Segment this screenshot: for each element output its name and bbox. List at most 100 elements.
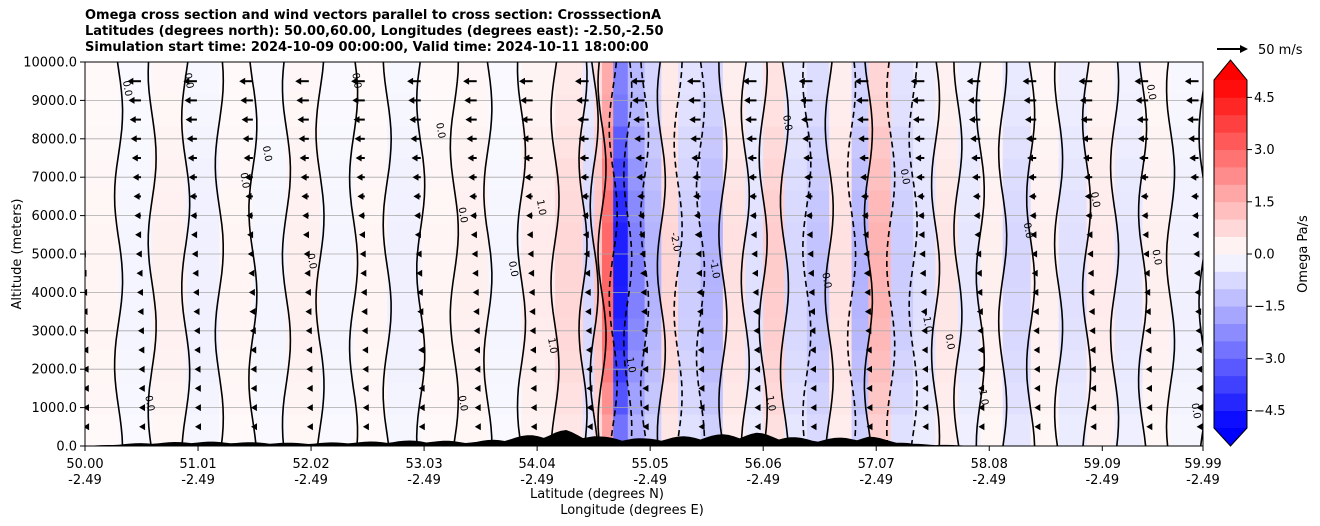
wind-vector-head [472, 288, 479, 296]
wind-vector-head [418, 423, 425, 431]
wind-vector-head [133, 192, 140, 200]
omega-band-cell [320, 94, 355, 127]
omega-band-cell [829, 382, 853, 415]
omega-band-cell [602, 158, 614, 191]
omega-band-cell [890, 318, 914, 351]
wind-vector-head [249, 308, 256, 316]
wind-vector-head [1022, 77, 1029, 85]
omega-band-cell [1030, 126, 1060, 159]
wind-vector-head [810, 384, 817, 392]
omega-contour-line [315, 62, 325, 446]
omega-band-cell [868, 158, 892, 191]
omega-band-cell [613, 318, 629, 351]
x-tick-label-lon: -2.49 [294, 473, 328, 488]
wind-vector-head [418, 365, 425, 373]
wind-vector-head [183, 77, 190, 85]
x-tick-label-lat: 56.06 [745, 457, 782, 472]
contour-label: 0.0 [120, 80, 134, 98]
wind-vector-head [530, 346, 536, 354]
wind-vector-head [468, 173, 475, 181]
wind-vector-head [978, 423, 985, 431]
wind-vector-head [747, 154, 754, 162]
wind-vector-head [129, 116, 136, 124]
wind-vector-head [911, 96, 918, 104]
omega-contour-line [930, 62, 941, 446]
wind-vector-head [1090, 404, 1097, 412]
wind-vector-head [972, 192, 979, 200]
omega-band-cell [980, 350, 1004, 383]
omega-band-cell [1030, 158, 1060, 191]
wind-vector-head [416, 288, 423, 296]
omega-band-cell [420, 254, 455, 287]
omega-band-cell [118, 350, 153, 383]
omega-band-cell [286, 62, 321, 95]
wind-vector-head [641, 346, 648, 354]
omega-band-cell [152, 158, 187, 191]
omega-band-cell [1058, 318, 1088, 351]
wind-vector-head [296, 96, 303, 104]
omega-band-cell [935, 382, 959, 415]
wind-vector-head [1089, 346, 1096, 354]
wind-vector-head [861, 192, 867, 200]
colorbar-level [1214, 375, 1247, 394]
omega-band-cell [700, 94, 724, 127]
omega-band-cell [219, 62, 254, 95]
wind-vector-head [360, 269, 367, 277]
contour-label: -2.0 [668, 232, 682, 253]
wind-vector-head [636, 173, 643, 181]
colorbar-level [1214, 97, 1247, 116]
wind-vector-head [1086, 231, 1093, 239]
wind-vector-head [1194, 269, 1200, 277]
omega-band-cell [722, 318, 746, 351]
wind-vector-head [918, 231, 925, 239]
wind-vector-head [85, 308, 88, 316]
wind-vector-head [519, 77, 525, 85]
omega-band-cell [152, 94, 187, 127]
omega-band-cell [1142, 382, 1172, 415]
colorbar-tick-label: 3.0 [1254, 143, 1275, 158]
omega-band-cell [935, 126, 959, 159]
wind-vector-head [529, 327, 536, 335]
wind-vector-head [977, 365, 984, 373]
wind-vector-head [803, 154, 810, 162]
x-tick-label-lon: -2.49 [633, 473, 667, 488]
wind-vector-head [85, 346, 89, 354]
omega-band-cell [85, 94, 120, 127]
wind-vector-head [751, 250, 758, 258]
wind-vector-head [295, 77, 302, 85]
x-tick-label-lat: 54.04 [519, 457, 556, 472]
wind-vector-head [131, 154, 138, 162]
wind-vector-head [1034, 384, 1041, 392]
omega-band-cell [784, 286, 808, 319]
wind-vector-head [639, 250, 646, 258]
omega-band-cell [678, 286, 702, 319]
colorbar-level [1214, 184, 1247, 203]
wind-vector-head [417, 308, 424, 316]
wind-vector-head [463, 77, 470, 85]
wind-vector-head [976, 308, 983, 316]
wind-vector-head [192, 269, 199, 277]
wind-vector-head [1028, 173, 1034, 181]
wind-vector-head [748, 173, 755, 181]
omega-band-cell [602, 286, 614, 319]
wind-vector-head [752, 288, 759, 296]
omega-band-cell [678, 94, 702, 127]
wind-vector-head [193, 308, 200, 316]
x-tick-label-lon: -2.49 [1186, 473, 1220, 488]
omega-band-cell [1170, 222, 1203, 255]
omega-contour-line [113, 62, 124, 446]
wind-vector-head [251, 423, 257, 431]
omega-contour-line [214, 62, 225, 446]
omega-band-cell [454, 222, 489, 255]
terrain-mask [85, 430, 1203, 446]
wind-vector-head [1143, 269, 1150, 277]
omega-band-cell [602, 190, 614, 223]
colorbar-label: Omega Pa/s [1296, 215, 1311, 293]
omega-band-cell [555, 286, 584, 319]
omega-contour-line [382, 62, 393, 446]
wind-vector-head [530, 365, 537, 373]
omega-band-cell [829, 158, 853, 191]
omega-band-cell [957, 62, 981, 95]
wind-vector-head [630, 77, 637, 85]
contour-label: 0.0 [142, 395, 156, 413]
